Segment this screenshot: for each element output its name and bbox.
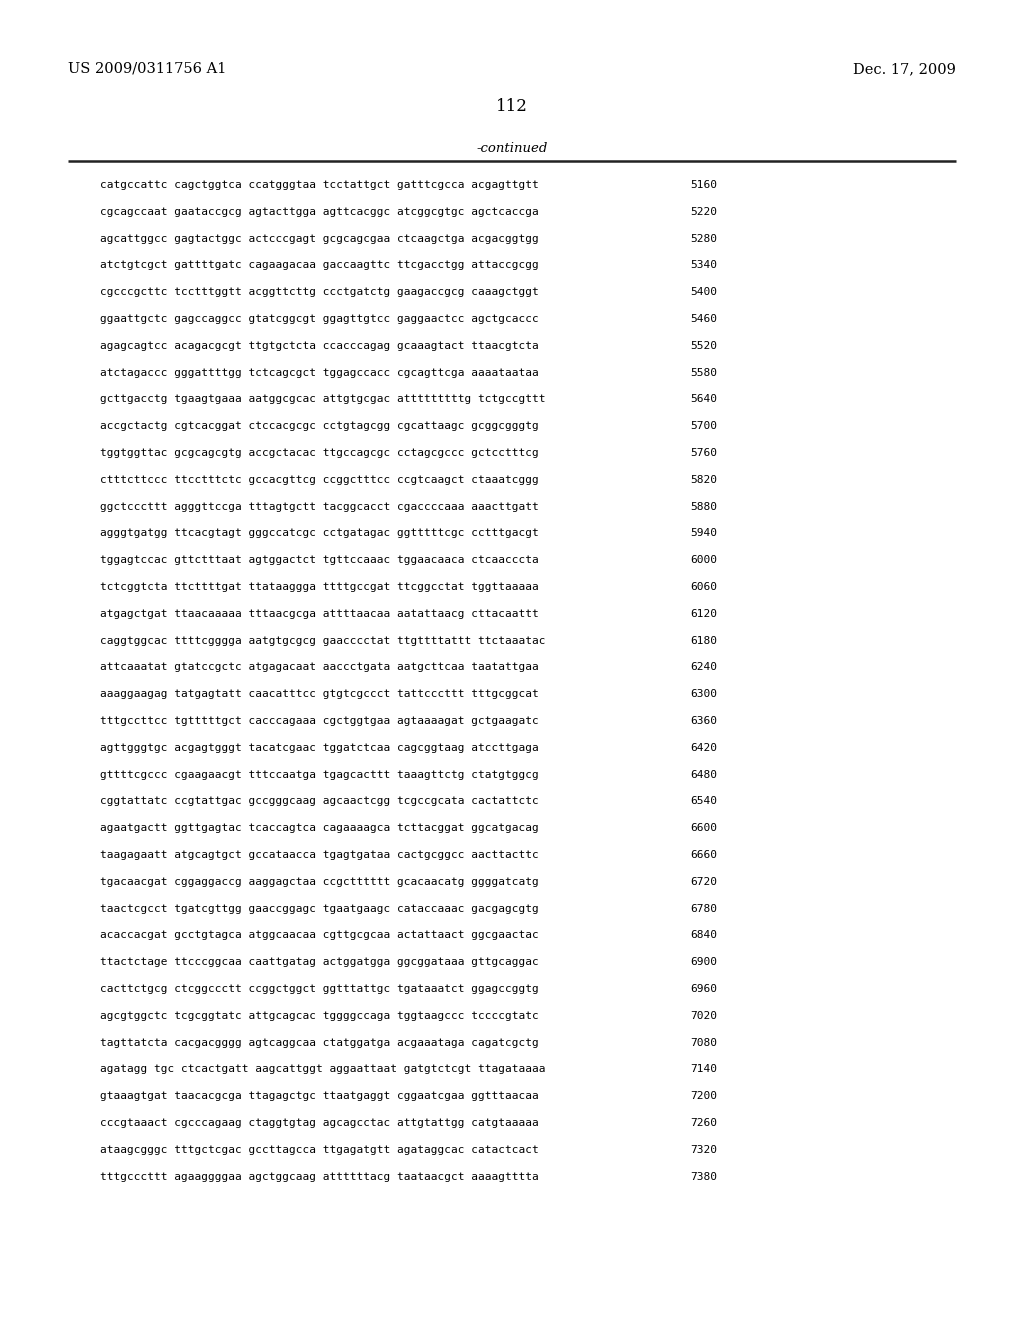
Text: 7380: 7380	[690, 1172, 717, 1181]
Text: taagagaatt atgcagtgct gccataacca tgagtgataa cactgcggcc aacttacttc: taagagaatt atgcagtgct gccataacca tgagtga…	[100, 850, 539, 861]
Text: gcttgacctg tgaagtgaaa aatggcgcac attgtgcgac atttttttttg tctgccgttt: gcttgacctg tgaagtgaaa aatggcgcac attgtgc…	[100, 395, 546, 404]
Text: cgcccgcttc tcctttggtt acggttcttg ccctgatctg gaagaccgcg caaagctggt: cgcccgcttc tcctttggtt acggttcttg ccctgat…	[100, 288, 539, 297]
Text: 6360: 6360	[690, 715, 717, 726]
Text: tagttatcta cacgacgggg agtcaggcaa ctatggatga acgaaataga cagatcgctg: tagttatcta cacgacgggg agtcaggcaa ctatgga…	[100, 1038, 539, 1048]
Text: 6600: 6600	[690, 824, 717, 833]
Text: ataagcgggc tttgctcgac gccttagcca ttgagatgtt agataggcac catactcact: ataagcgggc tttgctcgac gccttagcca ttgagat…	[100, 1144, 539, 1155]
Text: 7200: 7200	[690, 1092, 717, 1101]
Text: agatagg tgc ctcactgatt aagcattggt aggaattaat gatgtctcgt ttagataaaa: agatagg tgc ctcactgatt aagcattggt aggaat…	[100, 1064, 546, 1074]
Text: ttactctage ttcccggcaa caattgatag actggatgga ggcggataaа gttgcaggac: ttactctage ttcccggcaa caattgatag actggat…	[100, 957, 539, 968]
Text: 6240: 6240	[690, 663, 717, 672]
Text: agagcagtcc acagacgcgt ttgtgctcta ccacccagag gcaaagtact ttaacgtcta: agagcagtcc acagacgcgt ttgtgctcta ccaccca…	[100, 341, 539, 351]
Text: attcaaatat gtatccgctc atgagacaat aaccctgata aatgcttcaa taatattgaa: attcaaatat gtatccgctc atgagacaat aaccctg…	[100, 663, 539, 672]
Text: 6300: 6300	[690, 689, 717, 700]
Text: 5640: 5640	[690, 395, 717, 404]
Text: aaaggaagag tatgagtatt caacatttcc gtgtcgccct tattcccttt tttgcggcat: aaaggaagag tatgagtatt caacatttcc gtgtcgc…	[100, 689, 539, 700]
Text: agaatgactt ggttgagtac tcaccagtca cagaaaagca tcttacggat ggcatgacag: agaatgactt ggttgagtac tcaccagtca cagaaaa…	[100, 824, 539, 833]
Text: ggctcccttt agggttccga tttagtgctt tacggcacct cgaccccaaa aaacttgatt: ggctcccttt agggttccga tttagtgctt tacggca…	[100, 502, 539, 512]
Text: tttgcccttt agaaggggaa agctggcaag attttttacg taataacgct aaaagtttta: tttgcccttt agaaggggaa agctggcaag atttttt…	[100, 1172, 539, 1181]
Text: 6900: 6900	[690, 957, 717, 968]
Text: 6480: 6480	[690, 770, 717, 780]
Text: gtaaagtgat taacacgcga ttagagctgc ttaatgaggt cggaatcgaa ggtttaacaa: gtaaagtgat taacacgcga ttagagctgc ttaatga…	[100, 1092, 539, 1101]
Text: 6780: 6780	[690, 904, 717, 913]
Text: atctgtcgct gattttgatc cagaagacaa gaccaagttc ttcgacctgg attaccgcgg: atctgtcgct gattttgatc cagaagacaa gaccaag…	[100, 260, 539, 271]
Text: cggtattatc ccgtattgac gccgggcaag agcaactcgg tcgccgcata cactattctc: cggtattatc ccgtattgac gccgggcaag agcaact…	[100, 796, 539, 807]
Text: accgctactg cgtcacggat ctccacgcgc cctgtagcgg cgcattaagc gcggcgggtg: accgctactg cgtcacggat ctccacgcgc cctgtag…	[100, 421, 539, 432]
Text: agcattggcc gagtactggc actcccgagt gcgcagcgaa ctcaagctga acgacggtgg: agcattggcc gagtactggc actcccgagt gcgcagc…	[100, 234, 539, 244]
Text: 7080: 7080	[690, 1038, 717, 1048]
Text: 5340: 5340	[690, 260, 717, 271]
Text: tgacaacgat cggaggaccg aaggagctaa ccgctttttt gcacaacatg ggggatcatg: tgacaacgat cggaggaccg aaggagctaa ccgcttt…	[100, 876, 539, 887]
Text: cccgtaaact cgcccagaag ctaggtgtag agcagcctac attgtattgg catgtaaaaa: cccgtaaact cgcccagaag ctaggtgtag agcagcc…	[100, 1118, 539, 1129]
Text: 6000: 6000	[690, 556, 717, 565]
Text: 5220: 5220	[690, 207, 717, 216]
Text: 7140: 7140	[690, 1064, 717, 1074]
Text: 6720: 6720	[690, 876, 717, 887]
Text: 5280: 5280	[690, 234, 717, 244]
Text: agcgtggctc tcgcggtatc attgcagcac tggggccaga tggtaagccc tccccgtatc: agcgtggctc tcgcggtatc attgcagcac tggggcc…	[100, 1011, 539, 1020]
Text: 7260: 7260	[690, 1118, 717, 1129]
Text: ctttcttccc ttcctttctc gccacgttcg ccggctttcc ccgtcaagct ctaaatcggg: ctttcttccc ttcctttctc gccacgttcg ccggctt…	[100, 475, 539, 484]
Text: gttttcgccc cgaagaacgt tttccaatga tgagcacttt taaagttctg ctatgtggcg: gttttcgccc cgaagaacgt tttccaatga tgagcac…	[100, 770, 539, 780]
Text: 5460: 5460	[690, 314, 717, 323]
Text: agggtgatgg ttcacgtagt gggccatcgc cctgatagac ggtttttcgc cctttgacgt: agggtgatgg ttcacgtagt gggccatcgc cctgata…	[100, 528, 539, 539]
Text: 6180: 6180	[690, 636, 717, 645]
Text: 6840: 6840	[690, 931, 717, 940]
Text: 5580: 5580	[690, 367, 717, 378]
Text: 5940: 5940	[690, 528, 717, 539]
Text: cgcagccaat gaataccgcg agtacttgga agttcacggc atcggcgtgc agctcaccga: cgcagccaat gaataccgcg agtacttgga agttcac…	[100, 207, 539, 216]
Text: US 2009/0311756 A1: US 2009/0311756 A1	[68, 62, 226, 77]
Text: 5760: 5760	[690, 447, 717, 458]
Text: 5700: 5700	[690, 421, 717, 432]
Text: 6420: 6420	[690, 743, 717, 752]
Text: 7020: 7020	[690, 1011, 717, 1020]
Text: 5400: 5400	[690, 288, 717, 297]
Text: 6120: 6120	[690, 609, 717, 619]
Text: cacttctgcg ctcggccctt ccggctggct ggtttattgc tgataaatct ggagccggtg: cacttctgcg ctcggccctt ccggctggct ggtttat…	[100, 983, 539, 994]
Text: agttgggtgc acgagtgggt tacatcgaac tggatctcaa cagcggtaag atccttgaga: agttgggtgc acgagtgggt tacatcgaac tggatct…	[100, 743, 539, 752]
Text: 5520: 5520	[690, 341, 717, 351]
Text: atgagctgat ttaacaaaaa tttaacgcga attttaacaa aatattaacg cttacaattt: atgagctgat ttaacaaaaa tttaacgcga attttaa…	[100, 609, 539, 619]
Text: tggtggttac gcgcagcgtg accgctacac ttgccagcgc cctagcgccc gctcctttcg: tggtggttac gcgcagcgtg accgctacac ttgccag…	[100, 447, 539, 458]
Text: taactcgcct tgatcgttgg gaaccggagc tgaatgaagc cataccaaac gacgagcgtg: taactcgcct tgatcgttgg gaaccggagc tgaatga…	[100, 904, 539, 913]
Text: 5160: 5160	[690, 180, 717, 190]
Text: tctcggtcta ttcttttgat ttataaggga ttttgccgat ttcggcctat tggttaaaaa: tctcggtcta ttcttttgat ttataaggga ttttgcc…	[100, 582, 539, 591]
Text: tggagtccac gttctttaat agtggactct tgttccaaac tggaacaaca ctcaacccta: tggagtccac gttctttaat agtggactct tgttcca…	[100, 556, 539, 565]
Text: 112: 112	[496, 98, 528, 115]
Text: caggtggcac ttttcgggga aatgtgcgcg gaacccctat ttgttttattt ttctaaatac: caggtggcac ttttcgggga aatgtgcgcg gaacccc…	[100, 636, 546, 645]
Text: acaccacgat gcctgtagca atggcaacaa cgttgcgcaa actattaact ggcgaactac: acaccacgat gcctgtagca atggcaacaa cgttgcg…	[100, 931, 539, 940]
Text: -continued: -continued	[476, 143, 548, 154]
Text: 6660: 6660	[690, 850, 717, 861]
Text: 5880: 5880	[690, 502, 717, 512]
Text: 7320: 7320	[690, 1144, 717, 1155]
Text: tttgccttcc tgtttttgct cacccagaaa cgctggtgaa agtaaaagat gctgaagatc: tttgccttcc tgtttttgct cacccagaaa cgctggt…	[100, 715, 539, 726]
Text: 5820: 5820	[690, 475, 717, 484]
Text: atctagaccc gggattttgg tctcagcgct tggagccacc cgcagttcga aaaataataa: atctagaccc gggattttgg tctcagcgct tggagcc…	[100, 367, 539, 378]
Text: ggaattgctc gagccaggcc gtatcggcgt ggagttgtcc gaggaactcc agctgcaccc: ggaattgctc gagccaggcc gtatcggcgt ggagttg…	[100, 314, 539, 323]
Text: Dec. 17, 2009: Dec. 17, 2009	[853, 62, 956, 77]
Text: catgccattc cagctggtca ccatgggtaa tcctattgct gatttcgcca acgagttgtt: catgccattc cagctggtca ccatgggtaa tcctatt…	[100, 180, 539, 190]
Text: 6960: 6960	[690, 983, 717, 994]
Text: 6060: 6060	[690, 582, 717, 591]
Text: 6540: 6540	[690, 796, 717, 807]
